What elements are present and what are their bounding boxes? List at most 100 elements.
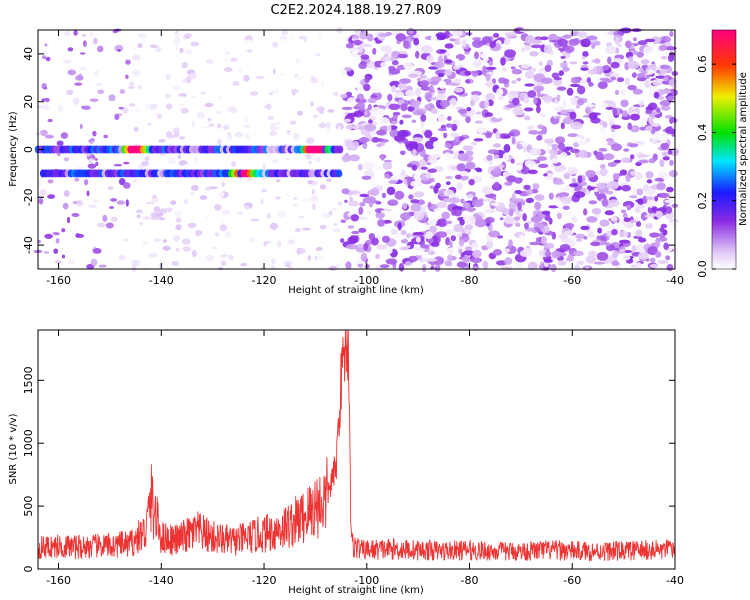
heatmap-cell: [47, 118, 53, 123]
heatmap-cell: [469, 99, 475, 107]
heatmap-cell: [345, 244, 358, 250]
heatmap-cell: [82, 34, 87, 37]
heatmap-cell: [299, 29, 304, 36]
heatmap-cell: [493, 113, 503, 119]
heatmap-cell: [657, 260, 669, 264]
heatmap-cell: [564, 146, 573, 150]
heatmap-cell: [513, 165, 523, 171]
heatmap-cell: [585, 35, 598, 41]
heatmap-cell: [500, 47, 505, 52]
heatmap-cell: [118, 106, 124, 110]
heatmap-cell: [368, 177, 379, 187]
heatmap-cell: [89, 31, 94, 38]
heatmap-cell: [564, 222, 575, 229]
heatmap-cell: [145, 201, 155, 205]
heatmap-cell: [165, 131, 173, 137]
heatmap-cell: [649, 257, 656, 263]
x-tick-label: -140: [149, 574, 174, 587]
heatmap-cell: [462, 145, 474, 151]
x-tick-label: -160: [46, 574, 71, 587]
heatmap-cell: [94, 70, 99, 76]
heatmap-cell: [136, 214, 141, 218]
heatmap-cell: [349, 235, 358, 244]
heatmap-cell: [567, 133, 579, 138]
heatmap-cell: [575, 233, 586, 239]
heatmap-cell: [53, 232, 60, 236]
heatmap-cell: [326, 178, 332, 182]
heatmap-cell: [594, 187, 599, 192]
heatmap-cell: [220, 219, 225, 226]
heatmap-cell: [331, 207, 337, 211]
heatmap-cell: [659, 227, 665, 233]
heatmap-cell: [618, 140, 626, 146]
heatmap-cell: [148, 252, 158, 258]
heatmap-cell: [660, 104, 671, 111]
heatmap-cell: [568, 38, 580, 46]
heatmap-cell: [585, 104, 596, 108]
heatmap-cell: [647, 200, 657, 208]
heatmap-cell: [295, 75, 304, 81]
heatmap-cell: [448, 33, 453, 37]
heatmap-cell: [228, 254, 234, 261]
heatmap-cell: [44, 43, 48, 47]
heatmap-cell: [455, 245, 465, 250]
heatmap-cell: [634, 206, 641, 214]
heatmap-cell: [640, 211, 648, 221]
x-tick-label: -40: [666, 574, 684, 587]
heatmap-cell: [310, 101, 315, 107]
heatmap-cell: [381, 235, 390, 243]
heatmap-cell: [481, 186, 493, 195]
heatmap-cell: [595, 151, 604, 161]
heatmap-cell: [192, 95, 197, 99]
heatmap-cell: [483, 198, 495, 202]
heatmap-cell: [75, 233, 85, 238]
heatmap-cell: [602, 121, 608, 128]
heatmap-cell: [82, 40, 87, 47]
heatmap-cell: [378, 117, 390, 126]
heatmap-cell: [535, 237, 540, 243]
heatmap-cell: [637, 40, 648, 46]
colorbar-tick-label: 0.6: [696, 55, 709, 73]
heatmap-cell: [270, 265, 275, 269]
heatmap-cell: [349, 196, 354, 203]
heatmap-cell: [260, 198, 264, 205]
heatmap-cell: [638, 154, 650, 158]
heatmap-cell: [649, 232, 660, 238]
heatmap-cell: [108, 237, 118, 243]
heatmap-cell: [570, 83, 581, 88]
heatmap-cell: [399, 119, 404, 125]
heatmap-cell: [459, 170, 469, 176]
heatmap-cell: [150, 196, 159, 203]
colorbar-label: Normalized spectral amplitude: [738, 72, 749, 226]
heatmap-cell: [267, 115, 275, 120]
heatmap-cell: [405, 245, 411, 249]
heatmap-cell: [45, 56, 51, 62]
heatmap-cell: [588, 200, 598, 205]
heatmap-cell: [359, 30, 370, 40]
heatmap-cell: [142, 240, 149, 246]
heatmap-cell: [358, 137, 370, 143]
heatmap-cell: [619, 249, 626, 253]
heatmap-cell: [297, 110, 303, 116]
heatmap-cell: [566, 87, 574, 96]
heatmap-cell: [420, 166, 428, 170]
heatmap-cell: [517, 202, 522, 211]
heatmap-cell: [453, 78, 462, 84]
heatmap-cell: [393, 135, 406, 142]
heatmap-cell: [386, 246, 393, 255]
heatmap-cell: [279, 73, 285, 76]
heatmap-cell: [551, 72, 560, 79]
heatmap-cell: [578, 149, 588, 159]
heatmap-cell: [358, 216, 368, 220]
heatmap-cell: [569, 61, 578, 65]
heatmap-cell: [571, 177, 577, 184]
heatmap-cell: [589, 112, 598, 120]
heatmap-cell: [459, 218, 465, 226]
colorbar-tick-label: 0.0: [696, 260, 709, 278]
heatmap-cell: [603, 79, 613, 83]
heatmap-cell: [246, 63, 251, 68]
heatmap-cell: [274, 79, 282, 83]
heatmap-cell: [420, 244, 430, 249]
heatmap-cell: [220, 254, 229, 258]
heatmap-cell: [671, 84, 677, 89]
